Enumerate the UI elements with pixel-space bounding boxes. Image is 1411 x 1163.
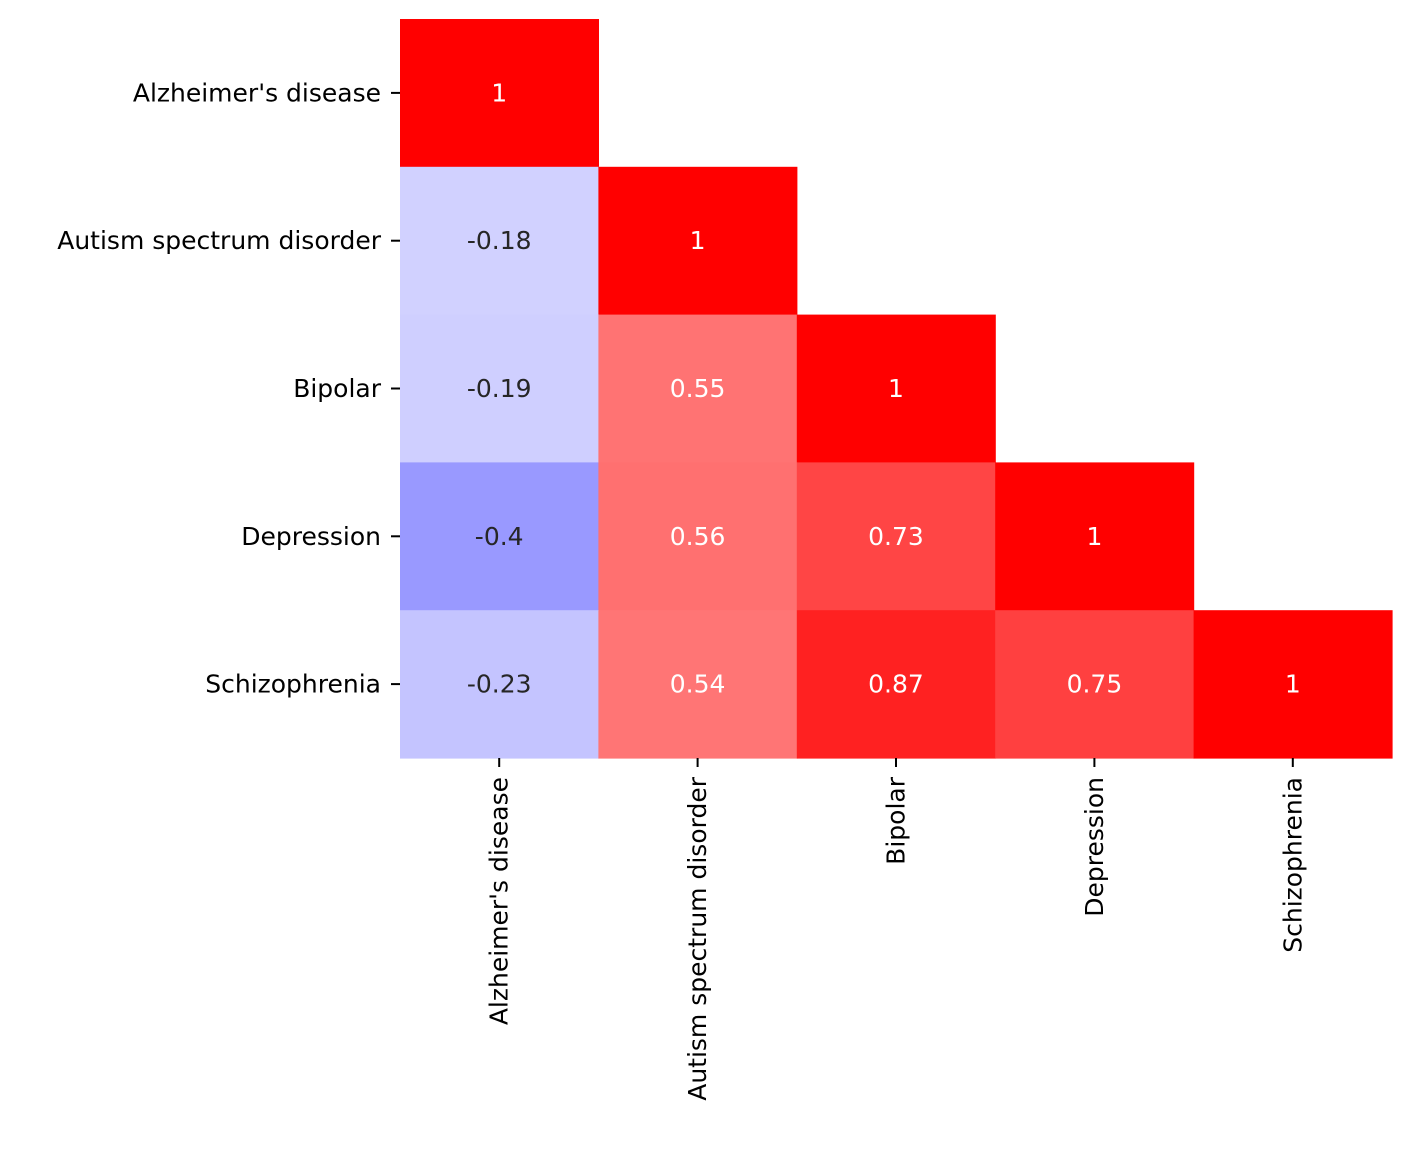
cell-value-label: -0.23 xyxy=(467,670,532,699)
cell-value-label: 0.75 xyxy=(1067,670,1123,699)
y-tick-label: Depression xyxy=(241,522,381,551)
heatmap-cell xyxy=(400,462,599,611)
y-tick-label: Alzheimer's disease xyxy=(133,78,381,107)
cell-value-label: 0.87 xyxy=(868,670,924,699)
x-tick-label: Depression xyxy=(1080,777,1109,917)
heatmap-cell xyxy=(995,462,1195,611)
cell-labels-layer: 1 -0.18 1 -0.19 0.55 1 -0.4 0.56 0.73 1 -0.23 0.54 0… xyxy=(467,78,1301,698)
heatmap-cell xyxy=(995,610,1195,759)
cell-value-label: -0.4 xyxy=(475,522,524,551)
cell-value-label: 0.56 xyxy=(670,522,726,551)
heatmap-cell xyxy=(796,610,996,759)
cell-value-label: -0.19 xyxy=(467,374,532,403)
cell-value-label: -0.18 xyxy=(467,226,532,255)
cell-value-label: 1 xyxy=(690,226,706,255)
heatmap-cell xyxy=(400,610,599,759)
y-tick-label: Autism spectrum disorder xyxy=(57,226,381,255)
heatmap-cell xyxy=(1193,610,1393,759)
x-tick-label: Schizophrenia xyxy=(1278,777,1307,953)
heatmap-cell xyxy=(598,314,798,463)
heatmap-cell xyxy=(598,166,798,316)
y-tick-label: Bipolar xyxy=(293,374,382,403)
x-tick-label: Alzheimer's disease xyxy=(485,777,514,1025)
cell-value-label: 1 xyxy=(491,78,507,107)
cell-value-label: 0.54 xyxy=(670,670,726,699)
x-axis: Alzheimer's disease Autism spectrum disor… xyxy=(485,758,1307,1101)
cell-value-label: 1 xyxy=(1086,522,1102,551)
heatmap-cell xyxy=(598,610,798,759)
heatmap-cell xyxy=(400,314,599,463)
heatmap-cell xyxy=(796,314,996,463)
heatmap-cell xyxy=(400,19,599,168)
cell-value-label: 1 xyxy=(888,374,904,403)
cells-layer xyxy=(400,19,1393,759)
heatmap-cell xyxy=(400,166,599,316)
cell-value-label: 1 xyxy=(1285,670,1301,699)
x-tick-label: Bipolar xyxy=(882,776,911,865)
y-tick-label: Schizophrenia xyxy=(205,670,381,699)
x-tick-label: Autism spectrum disorder xyxy=(683,776,712,1100)
heatmap-cell xyxy=(598,462,798,611)
cell-value-label: 0.55 xyxy=(670,374,726,403)
heatmap-cell xyxy=(796,462,996,611)
y-axis: Alzheimer's disease Autism spectrum disor… xyxy=(57,78,400,699)
cell-value-label: 0.73 xyxy=(868,522,924,551)
